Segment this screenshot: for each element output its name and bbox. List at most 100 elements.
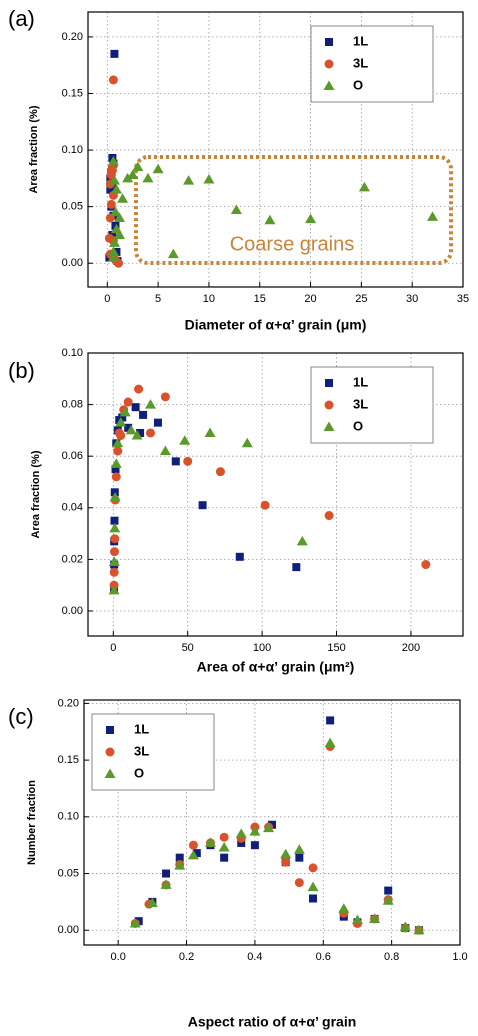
data-point bbox=[219, 832, 229, 842]
x-tick-label: 20 bbox=[304, 293, 316, 305]
data-point bbox=[109, 206, 121, 217]
data-point bbox=[110, 534, 120, 544]
panel-label: (a) bbox=[8, 6, 35, 31]
data-point bbox=[110, 488, 119, 497]
data-point bbox=[263, 822, 275, 833]
data-point bbox=[183, 175, 195, 185]
legend-marker bbox=[105, 747, 115, 757]
data-point bbox=[413, 924, 425, 935]
data-point bbox=[110, 458, 122, 468]
x-tick-label: 5 bbox=[155, 293, 161, 305]
x-tick-label: 100 bbox=[253, 642, 271, 654]
data-point bbox=[116, 431, 126, 441]
x-tick-label: 50 bbox=[182, 642, 194, 654]
data-point bbox=[111, 465, 120, 474]
data-point bbox=[111, 472, 121, 482]
legend-label: 3L bbox=[134, 743, 149, 758]
data-point bbox=[160, 392, 170, 402]
data-point bbox=[179, 435, 191, 445]
data-point bbox=[167, 248, 179, 259]
data-point bbox=[204, 427, 216, 437]
x-tick-label: 0.2 bbox=[179, 951, 194, 963]
x-axis-title: Area of α+α’ grain (μm²) bbox=[197, 659, 355, 675]
data-point bbox=[115, 417, 127, 427]
data-point bbox=[305, 213, 317, 224]
data-point bbox=[187, 849, 199, 860]
data-point bbox=[159, 445, 171, 456]
data-point bbox=[369, 913, 381, 923]
x-tick-label: 150 bbox=[327, 642, 345, 654]
data-point bbox=[249, 826, 261, 836]
data-point bbox=[108, 75, 118, 85]
data-point bbox=[241, 437, 253, 448]
data-point bbox=[146, 897, 158, 908]
data-point bbox=[122, 172, 134, 183]
data-point bbox=[326, 716, 335, 725]
data-point bbox=[280, 848, 292, 859]
data-point bbox=[220, 853, 229, 862]
data-point bbox=[264, 214, 276, 225]
data-point bbox=[142, 172, 154, 183]
data-point bbox=[421, 560, 431, 570]
data-point bbox=[307, 881, 319, 892]
legend-marker bbox=[323, 421, 335, 431]
data-point bbox=[358, 181, 370, 192]
data-point bbox=[125, 424, 137, 435]
y-tick-label: 0.05 bbox=[62, 201, 83, 213]
data-point bbox=[250, 841, 259, 850]
data-point bbox=[108, 230, 117, 239]
x-tick-label: 35 bbox=[457, 293, 469, 305]
y-tick-label: 0.00 bbox=[62, 257, 83, 269]
annotation: Coarse grains bbox=[230, 233, 355, 255]
data-point bbox=[295, 853, 304, 862]
data-point bbox=[118, 413, 127, 422]
legend-marker bbox=[324, 400, 334, 410]
data-point bbox=[281, 857, 291, 867]
legend-label: 1L bbox=[353, 33, 368, 48]
data-point bbox=[124, 423, 133, 432]
data-point bbox=[171, 457, 180, 466]
data-point bbox=[230, 204, 242, 215]
plot-frame bbox=[87, 11, 464, 288]
data-point bbox=[136, 428, 145, 437]
data-point bbox=[203, 173, 215, 184]
y-axis-title: Number fraction bbox=[26, 780, 38, 865]
y-tick-label: 0.06 bbox=[62, 450, 83, 462]
y-tick-label: 0.02 bbox=[62, 553, 83, 565]
legend-label: O bbox=[353, 77, 363, 92]
data-point bbox=[123, 397, 133, 407]
legend-marker bbox=[325, 38, 333, 46]
plot-frame bbox=[87, 352, 464, 637]
data-point bbox=[109, 567, 119, 577]
data-point bbox=[108, 175, 120, 185]
data-point bbox=[109, 547, 119, 557]
data-point bbox=[338, 903, 350, 913]
data-point bbox=[119, 406, 131, 417]
data-point bbox=[127, 169, 139, 179]
data-point bbox=[204, 837, 216, 847]
data-point bbox=[114, 212, 126, 222]
y-tick-label: 0.04 bbox=[62, 502, 83, 514]
x-tick-label: 200 bbox=[402, 642, 420, 654]
y-axis-title: Area fraction (%) bbox=[30, 450, 42, 538]
data-point bbox=[192, 849, 201, 858]
panel-label: (b) bbox=[8, 358, 35, 383]
data-point bbox=[384, 886, 393, 895]
legend-label: O bbox=[353, 418, 363, 433]
data-point bbox=[108, 584, 120, 595]
data-point bbox=[117, 193, 129, 203]
y-tick-label: 0.10 bbox=[62, 144, 83, 156]
data-point bbox=[109, 491, 121, 502]
y-tick-label: 0.08 bbox=[62, 399, 83, 411]
x-tick-label: 0.8 bbox=[384, 951, 399, 963]
data-point bbox=[108, 237, 120, 247]
x-axis-title: Aspect ratio of α+α’ grain bbox=[188, 1014, 357, 1030]
data-point bbox=[107, 246, 119, 256]
legend-marker bbox=[325, 379, 333, 387]
data-point bbox=[235, 552, 244, 561]
data-point bbox=[399, 921, 411, 931]
data-point bbox=[108, 556, 120, 566]
x-tick-label: 15 bbox=[254, 293, 266, 305]
data-point bbox=[107, 155, 119, 166]
data-point bbox=[162, 869, 171, 878]
